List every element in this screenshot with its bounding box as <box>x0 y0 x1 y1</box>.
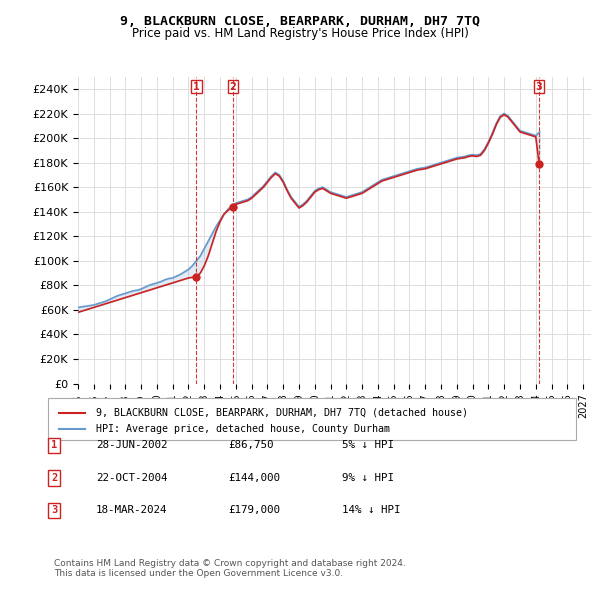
Text: HPI: Average price, detached house, County Durham: HPI: Average price, detached house, Coun… <box>95 424 389 434</box>
Text: 2: 2 <box>229 81 236 91</box>
Text: Contains HM Land Registry data © Crown copyright and database right 2024.
This d: Contains HM Land Registry data © Crown c… <box>54 559 406 578</box>
Text: 3: 3 <box>536 81 542 91</box>
Text: 2: 2 <box>51 473 57 483</box>
Text: £86,750: £86,750 <box>228 441 274 450</box>
Text: 9% ↓ HPI: 9% ↓ HPI <box>342 473 394 483</box>
Text: 3: 3 <box>51 506 57 515</box>
Text: 5% ↓ HPI: 5% ↓ HPI <box>342 441 394 450</box>
Text: 1: 1 <box>193 81 200 91</box>
Text: 14% ↓ HPI: 14% ↓ HPI <box>342 506 401 515</box>
Text: 28-JUN-2002: 28-JUN-2002 <box>96 441 167 450</box>
Text: £179,000: £179,000 <box>228 506 280 515</box>
Text: 18-MAR-2024: 18-MAR-2024 <box>96 506 167 515</box>
Text: Price paid vs. HM Land Registry's House Price Index (HPI): Price paid vs. HM Land Registry's House … <box>131 27 469 40</box>
Text: 9, BLACKBURN CLOSE, BEARPARK, DURHAM, DH7 7TQ (detached house): 9, BLACKBURN CLOSE, BEARPARK, DURHAM, DH… <box>95 408 467 418</box>
Text: £144,000: £144,000 <box>228 473 280 483</box>
Text: 22-OCT-2004: 22-OCT-2004 <box>96 473 167 483</box>
Text: 9, BLACKBURN CLOSE, BEARPARK, DURHAM, DH7 7TQ: 9, BLACKBURN CLOSE, BEARPARK, DURHAM, DH… <box>120 15 480 28</box>
FancyBboxPatch shape <box>48 398 576 440</box>
Text: 1: 1 <box>51 441 57 450</box>
